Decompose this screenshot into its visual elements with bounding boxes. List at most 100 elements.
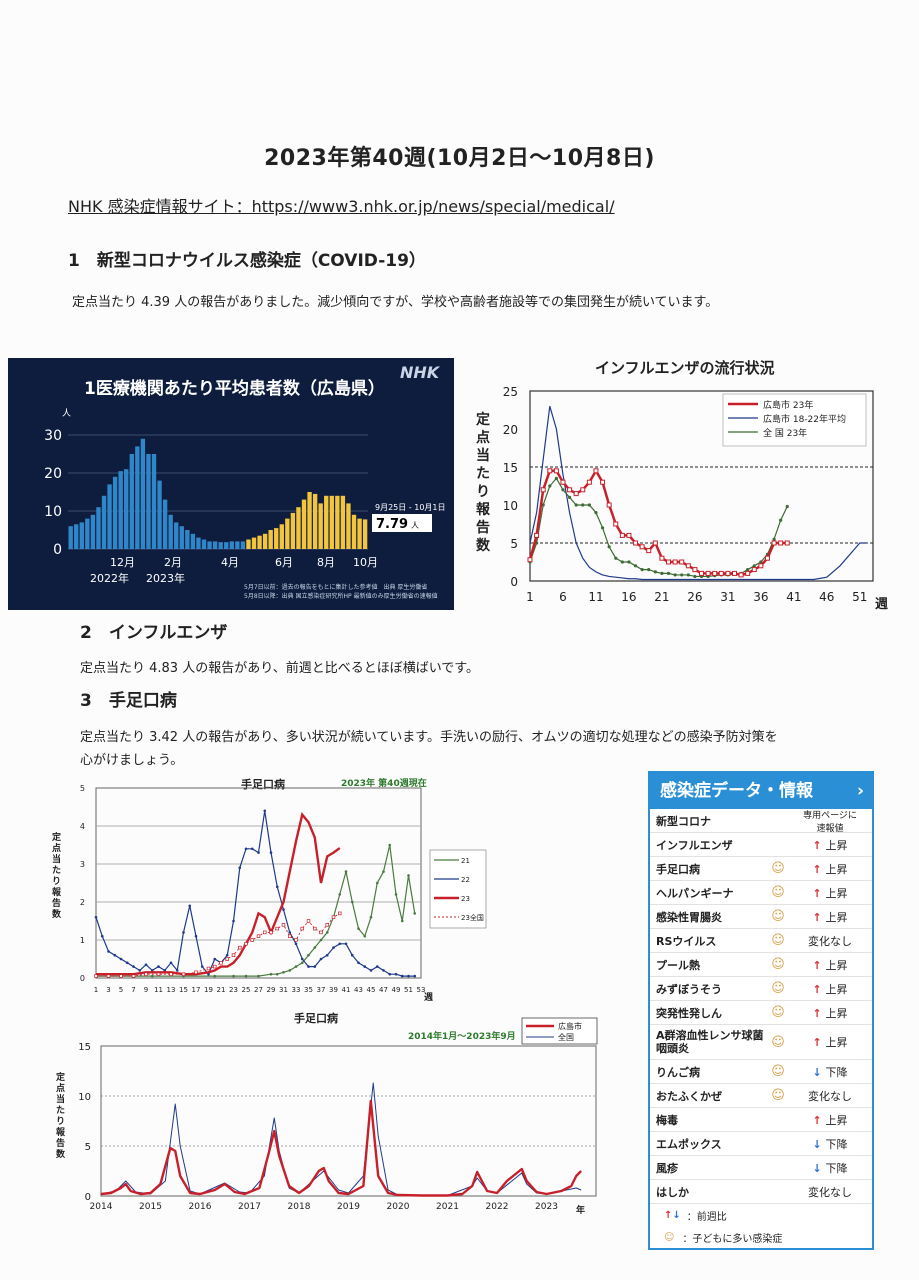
- page-title: 2023年第40週(10月2日～10月8日): [264, 146, 655, 171]
- sidebar-row[interactable]: A群溶血性レンサ球菌咽頭炎 ☺ ↑ 上昇: [650, 1025, 872, 1060]
- hfmd1-point: [369, 969, 373, 972]
- sidebar-row[interactable]: みずぼうそう ☺ ↑ 上昇: [650, 977, 872, 1001]
- trend-status: ↑ 上昇: [788, 909, 872, 925]
- hfmd1-y-label-char: た: [52, 865, 61, 876]
- flu-x-tick: 31: [720, 590, 735, 604]
- hfmd1-point: [257, 851, 260, 854]
- hfmd1-y-label-char: 当: [52, 853, 61, 865]
- hfmd2-y-label-char: り: [56, 1116, 65, 1127]
- flu-point: [593, 468, 599, 474]
- sidebar-row[interactable]: プール熱 ☺ ↑ 上昇: [650, 953, 872, 977]
- hfmd2-x-tick: 2021: [436, 1202, 459, 1212]
- hfmd1-point: [288, 969, 292, 972]
- sidebar-row[interactable]: 梅毒 ↑ 上昇: [650, 1108, 872, 1132]
- hfmd1-x-tick: 25: [242, 986, 251, 994]
- covid-year-label: 2023年: [146, 571, 185, 585]
- sidebar-row[interactable]: ヘルパンギーナ ☺ ↑ 上昇: [650, 881, 872, 905]
- hfmd1-point: [275, 926, 280, 931]
- hfmd1-point: [331, 915, 336, 919]
- influenza-chart-panel: インフルエンザの流行状況 25 20 15 10 5 0 定点当たり報告数 1 6 11 16 21 26…: [470, 356, 910, 618]
- covid-bar: [274, 528, 279, 549]
- hfmd1-series-line: [96, 811, 341, 976]
- covid-x-tick: 6月: [275, 556, 293, 569]
- trend-status: ↑ 上昇: [788, 861, 872, 877]
- flu-x-tick: 1: [526, 590, 534, 604]
- sidebar-row[interactable]: りんご病 ☺ ↓ 下降: [650, 1060, 872, 1084]
- hfmd1-point: [413, 912, 417, 915]
- flu-point: [561, 488, 565, 492]
- hfmd2-title: 手足口病: [294, 1011, 338, 1025]
- child-face-icon: ☺: [771, 957, 785, 972]
- sidebar-row[interactable]: はしか 変化なし: [650, 1180, 872, 1204]
- flu-point: [581, 503, 585, 507]
- flu-point: [772, 537, 776, 541]
- flu-point: [652, 540, 658, 546]
- sidebar-row[interactable]: RSウイルス ☺ 変化なし: [650, 929, 872, 953]
- disease-name: 新型コロナ: [656, 814, 711, 828]
- trend-status-label: 上昇: [825, 1036, 848, 1049]
- arrow-up-icon: ↑: [812, 1006, 826, 1020]
- sidebar-row[interactable]: インフルエンザ ↑ 上昇: [650, 833, 872, 857]
- hfmd1-point: [294, 942, 298, 946]
- arrow-up-icon: ↑: [812, 862, 826, 876]
- covid-bar: [268, 530, 273, 549]
- sidebar-row[interactable]: 新型コロナ 専用ページに 速報値: [650, 809, 872, 834]
- hfmd1-point: [281, 923, 286, 927]
- sidebar-row[interactable]: 風疹 ↓ 下降: [650, 1156, 872, 1180]
- flu-point: [666, 559, 672, 565]
- flu-point: [725, 570, 731, 576]
- flu-point: [633, 540, 639, 546]
- hfmd1-point: [200, 965, 204, 968]
- covid-bar: [179, 526, 184, 549]
- flu-point: [619, 532, 625, 538]
- covid-bar: [118, 471, 123, 549]
- flu-plot-frame: [529, 390, 874, 582]
- hfmd2-subtitle: 2014年1月～2023年9月: [408, 1030, 516, 1042]
- flu-point: [692, 567, 698, 573]
- flu-legend-label: 広島市 18-22年平均: [763, 413, 846, 425]
- hfmd1-point: [94, 974, 98, 978]
- covid-year-label: 2022年: [90, 571, 129, 585]
- sidebar-rows: 新型コロナ 専用ページに 速報値 インフルエンザ ↑ 上昇 手足口病 ☺ ↑ 上昇 ヘルパンギ…: [650, 809, 872, 1204]
- sidebar-header[interactable]: 感染症データ・情報 ›: [650, 773, 872, 809]
- hfmd1-point: [319, 957, 323, 961]
- covid-bar: [101, 495, 107, 549]
- trend-status-label: 上昇: [825, 910, 848, 924]
- legend-trend-label: ：前週比: [686, 1211, 727, 1223]
- hfmd1-x-tick: 5: [119, 986, 123, 994]
- hfmd1-point: [213, 957, 217, 961]
- sidebar-row[interactable]: 突発性発しん ☺ ↑ 上昇: [650, 1001, 872, 1025]
- hfmd-longterm-chart-panel: 手足口病 2014年1月～2023年9月 15 10 5 0 定点当たり報告数 2014 201…: [46, 1008, 606, 1236]
- legend-kid-label: ：子どもに多い感染症: [682, 1233, 783, 1245]
- hfmd1-x-tick: 19: [204, 986, 213, 994]
- disease-name: 感染性胃腸炎: [656, 910, 722, 924]
- hfmd1-point: [388, 972, 392, 976]
- hfmd1-point: [294, 965, 298, 968]
- arrow-up-icon: ↑: [812, 838, 826, 852]
- hfmd1-point: [263, 809, 267, 813]
- sidebar-row[interactable]: おたふくかぜ ☺ 変化なし: [650, 1084, 872, 1108]
- hfmd1-point: [319, 938, 323, 942]
- hfmd1-y-label-char: 告: [52, 897, 61, 909]
- flu-point: [693, 574, 697, 579]
- hfmd1-x-tick: 21: [217, 986, 226, 994]
- flu-chart-title: インフルエンザの流行状況: [595, 359, 775, 377]
- flu-point: [600, 526, 605, 530]
- flu-point: [712, 570, 718, 576]
- nhk-site-link[interactable]: NHK 感染症情報サイト：https://www3.nhk.or.jp/news…: [68, 197, 615, 216]
- flu-x-tick: 51: [852, 590, 867, 604]
- sidebar-row[interactable]: エムポックス ↓ 下降: [650, 1132, 872, 1156]
- hfmd1-point: [232, 919, 235, 923]
- hfmd1-point: [388, 843, 392, 847]
- sidebar-row[interactable]: 感染性胃腸炎 ☺ ↑ 上昇: [650, 905, 872, 929]
- arrow-up-icon: ↑: [812, 982, 826, 996]
- hfmd2-x-tick: 2014: [90, 1202, 113, 1212]
- flu-y-tick: 20: [503, 423, 518, 437]
- trend-status-label: 専用ページに 速報値: [803, 810, 857, 834]
- hfmd2-x-tick: 2023: [535, 1202, 558, 1212]
- covid-x-tick: 4月: [221, 556, 239, 569]
- sidebar-row[interactable]: 手足口病 ☺ ↑ 上昇: [650, 857, 872, 881]
- flu-point: [784, 540, 790, 546]
- child-face-icon: ☺: [771, 1088, 785, 1103]
